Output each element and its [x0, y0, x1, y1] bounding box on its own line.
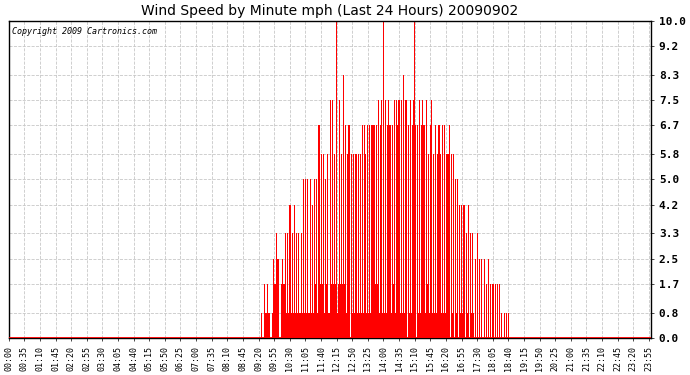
- Title: Wind Speed by Minute mph (Last 24 Hours) 20090902: Wind Speed by Minute mph (Last 24 Hours)…: [141, 4, 519, 18]
- Text: Copyright 2009 Cartronics.com: Copyright 2009 Cartronics.com: [12, 27, 157, 36]
